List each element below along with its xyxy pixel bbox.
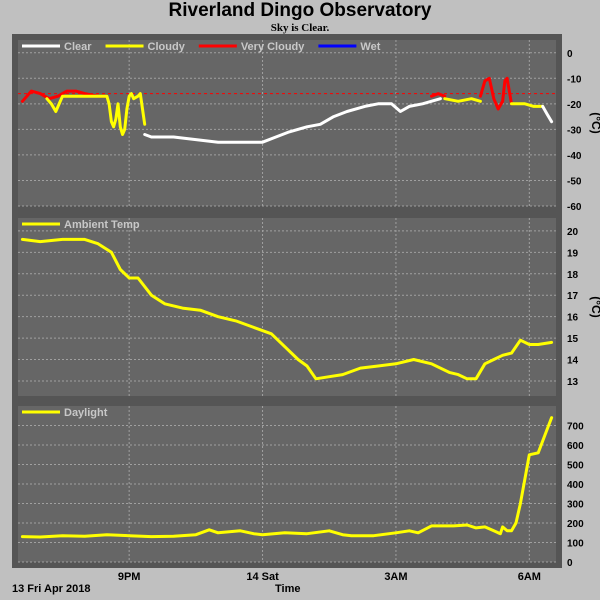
- series-line-very-cloudy: [501, 76, 513, 106]
- legend-label-daylight: Daylight: [64, 407, 108, 419]
- y-axis-unit: (°C): [589, 296, 600, 317]
- series-line-very-cloudy: [478, 76, 505, 111]
- y-tick-label: 19: [567, 248, 579, 259]
- chart-panel-1: 0 -10 -20 -30 -40 -50 -60 (°C) Clear Cloudy Very C…: [12, 34, 600, 213]
- sky-status: Sky is Clear.: [270, 22, 330, 34]
- y-axis-unit: (°C): [589, 112, 600, 133]
- plot-area: [18, 40, 556, 206]
- legend-label-ambient-temp: Ambient Temp: [64, 219, 140, 231]
- series-line-clear: [541, 104, 554, 124]
- series-line-ambient-temp: [20, 237, 554, 381]
- series-line-daylight: [20, 416, 554, 539]
- series-line-cloudy: [45, 92, 147, 136]
- plot-area: [18, 218, 556, 396]
- page-title: Riverland Dingo Observatory: [168, 0, 432, 21]
- x-tick-label: 14 Sat: [246, 571, 279, 583]
- y-tick-label: 15: [567, 334, 579, 345]
- x-tick-label: 9PM: [118, 571, 141, 583]
- y-tick-label: 700: [567, 422, 584, 433]
- y-tick-label: 0: [567, 558, 573, 569]
- legend-label-clear: Clear: [64, 41, 92, 53]
- y-tick-label: 14: [567, 356, 579, 367]
- y-tick-label: 18: [567, 270, 579, 281]
- y-tick-label: 200: [567, 519, 584, 530]
- chart-panel-2: 20 19 18 17 16 15 14 13 (°C) Ambient Temp: [12, 212, 600, 402]
- y-tick-label: 500: [567, 461, 584, 472]
- chart-panel-3: 700 600 500 400 300 200 100 0 Daylight 9PM 14 Sat 3…: [12, 400, 584, 583]
- y-tick-label: 16: [567, 313, 579, 324]
- x-tick-label: 6AM: [518, 571, 541, 583]
- legend-label-very-cloudy: Very Cloudy: [241, 41, 305, 53]
- y-tick-label: -40: [567, 151, 582, 162]
- series-line-cloudy: [510, 102, 545, 108]
- y-tick-label: -50: [567, 176, 582, 187]
- series-line-clear: [143, 97, 442, 144]
- y-tick-label: 13: [567, 377, 579, 388]
- y-tick-label: -30: [567, 125, 582, 136]
- y-tick-label: 17: [567, 291, 579, 302]
- y-tick-label: -10: [567, 74, 582, 85]
- y-tick-label: 0: [567, 49, 573, 60]
- y-tick-label: -60: [567, 202, 582, 213]
- series-line-very-cloudy: [430, 92, 447, 98]
- y-tick-label: 400: [567, 480, 584, 491]
- y-tick-label: 100: [567, 539, 584, 550]
- series-line-cloudy: [443, 97, 482, 103]
- date-label: 13 Fri Apr 2018: [12, 583, 91, 595]
- y-tick-label: 300: [567, 500, 584, 511]
- y-tick-label: -20: [567, 100, 582, 111]
- y-tick-label: 600: [567, 441, 584, 452]
- y-tick-label: 20: [567, 227, 579, 238]
- x-axis-label: Time: [275, 583, 301, 595]
- legend-label-wet: Wet: [360, 41, 380, 53]
- x-tick-label: 3AM: [384, 571, 407, 583]
- legend-label-cloudy: Cloudy: [148, 41, 186, 53]
